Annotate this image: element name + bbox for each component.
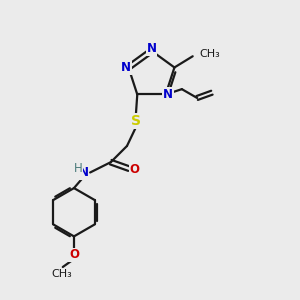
Text: N: N bbox=[79, 166, 89, 179]
Text: N: N bbox=[146, 42, 157, 55]
Text: CH₃: CH₃ bbox=[199, 49, 220, 59]
Text: H: H bbox=[74, 162, 83, 176]
Text: CH₃: CH₃ bbox=[51, 269, 72, 279]
Text: N: N bbox=[163, 88, 173, 101]
Text: S: S bbox=[131, 114, 141, 128]
Text: O: O bbox=[129, 163, 139, 176]
Text: O: O bbox=[69, 248, 79, 261]
Text: N: N bbox=[121, 61, 131, 74]
